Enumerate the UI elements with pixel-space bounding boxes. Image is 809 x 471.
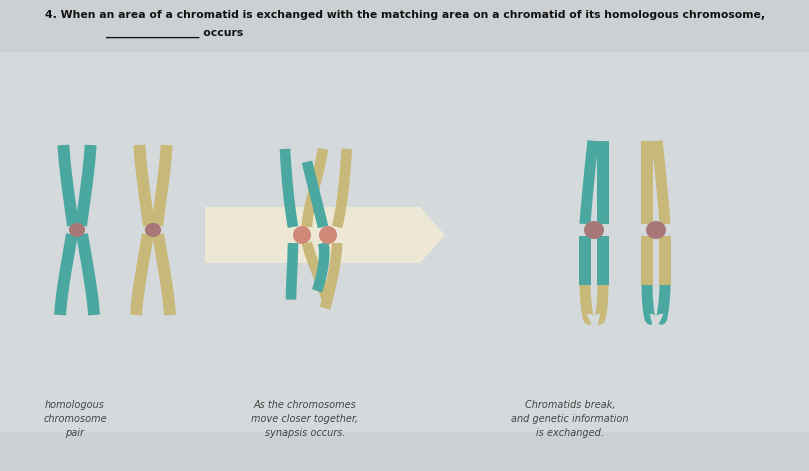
Polygon shape	[595, 285, 608, 325]
Polygon shape	[280, 149, 299, 228]
Text: chromosome: chromosome	[43, 414, 107, 424]
Polygon shape	[642, 141, 653, 224]
Text: pair: pair	[66, 428, 84, 438]
Polygon shape	[75, 145, 96, 227]
Polygon shape	[579, 236, 591, 285]
Polygon shape	[659, 236, 671, 285]
Ellipse shape	[293, 226, 311, 244]
Polygon shape	[332, 148, 352, 228]
Polygon shape	[152, 233, 176, 316]
Polygon shape	[302, 242, 332, 301]
Polygon shape	[598, 236, 608, 285]
Polygon shape	[302, 161, 328, 228]
Text: homologous: homologous	[45, 400, 105, 410]
Ellipse shape	[69, 223, 85, 237]
Polygon shape	[302, 148, 328, 227]
Polygon shape	[54, 233, 78, 316]
Polygon shape	[651, 140, 671, 224]
Ellipse shape	[584, 221, 604, 239]
Text: _________________ occurs: _________________ occurs	[106, 28, 244, 38]
Text: 4. When an area of a chromatid is exchanged with the matching area on a chromati: 4. When an area of a chromatid is exchan…	[45, 10, 765, 20]
Polygon shape	[76, 233, 100, 316]
Text: is exchanged.: is exchanged.	[536, 428, 604, 438]
Text: As the chromosomes: As the chromosomes	[254, 400, 357, 410]
Ellipse shape	[145, 223, 161, 237]
Text: Chromatids break,: Chromatids break,	[525, 400, 616, 410]
Polygon shape	[579, 140, 599, 224]
Polygon shape	[151, 145, 172, 227]
Polygon shape	[133, 145, 155, 227]
Text: and genetic information: and genetic information	[511, 414, 629, 424]
Text: move closer together,: move closer together,	[252, 414, 358, 424]
Polygon shape	[286, 243, 299, 300]
Polygon shape	[598, 141, 608, 224]
Text: synapsis occurs.: synapsis occurs.	[265, 428, 345, 438]
Polygon shape	[312, 242, 329, 292]
Polygon shape	[57, 145, 78, 227]
Polygon shape	[130, 233, 154, 316]
Polygon shape	[656, 285, 671, 325]
Ellipse shape	[646, 221, 666, 239]
Polygon shape	[642, 285, 655, 325]
Polygon shape	[642, 236, 653, 285]
Polygon shape	[579, 285, 594, 325]
Ellipse shape	[319, 226, 337, 244]
Polygon shape	[205, 207, 445, 263]
FancyBboxPatch shape	[0, 52, 809, 432]
Polygon shape	[320, 243, 342, 310]
